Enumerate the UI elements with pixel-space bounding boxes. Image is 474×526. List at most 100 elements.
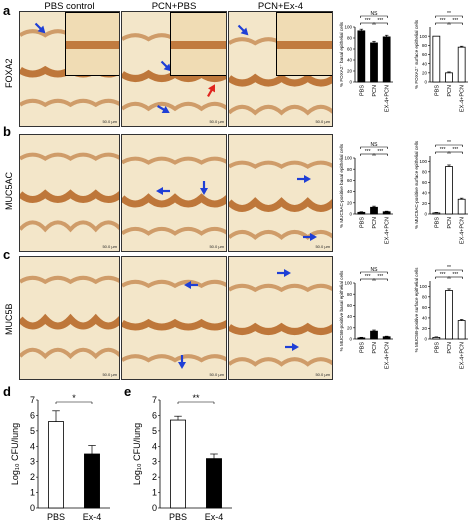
category-label: Ex-4 (83, 512, 102, 522)
bar (457, 46, 466, 83)
blue-arrow-icon (237, 24, 249, 36)
y-tick-label: 6 (30, 410, 35, 420)
y-tick-label: 100 (419, 159, 427, 164)
y-tick-label: 3 (30, 457, 35, 467)
significance-label: *** (365, 149, 371, 155)
y-tick-label: 60 (422, 52, 428, 57)
bar (382, 36, 391, 83)
y-tick-label: 20 (422, 326, 428, 331)
magnified-inset-pcn-pbs (169, 12, 226, 76)
category-label: PCN (372, 85, 378, 97)
significance-label: ** (447, 265, 451, 271)
category-label: PCN (372, 342, 378, 354)
category-label: PBS (359, 217, 365, 228)
panel-label-d: d (3, 384, 11, 399)
y-tick-label: 80 (422, 169, 428, 174)
y-tick-label: 4 (30, 441, 35, 451)
y-tick-label: 40 (347, 189, 353, 194)
y-tick-label: 80 (347, 36, 353, 41)
y-tick-label: 60 (347, 47, 353, 52)
column-title-pbs-control: PBS control (44, 1, 95, 12)
significance-label: *** (365, 18, 371, 24)
bar (357, 337, 366, 340)
significance-label: NS (371, 267, 379, 273)
significance-label: *** (365, 274, 371, 280)
bar (370, 206, 378, 215)
y-tick-label: 3 (152, 457, 157, 467)
y-tick-label: 40 (422, 61, 428, 66)
bar (457, 198, 466, 215)
category-label: PBS (434, 217, 440, 228)
y-tick-label: 60 (347, 303, 353, 308)
column-title-pcn-pbs: PCN+PBS (151, 1, 197, 12)
category-label: PBS (359, 342, 365, 353)
panel-label-a: a (3, 3, 11, 18)
y-tick-label: 20 (347, 69, 353, 74)
y-axis-label: % FOXA2⁺ basal epithelial cells (339, 21, 344, 87)
y-axis-label: Log₁₀ CFU/lung (132, 423, 142, 485)
y-tick-label: 20 (347, 325, 353, 330)
category-label: PCN (372, 217, 378, 229)
significance-label: ** (192, 393, 200, 403)
category-label: Ex-4 (205, 512, 224, 522)
y-tick-label: 80 (347, 167, 353, 172)
scale-bar-label: 50.0 µm (209, 119, 224, 124)
y-tick-label: 0 (349, 212, 352, 217)
y-tick-label: 2 (152, 472, 157, 482)
y-tick-label: 0 (424, 337, 427, 342)
y-tick-label: 100 (419, 284, 427, 289)
y-tick-label: 20 (422, 70, 428, 75)
category-label: PCN (447, 217, 453, 229)
significance-label: *** (440, 272, 446, 278)
significance-label: *** (440, 18, 446, 24)
significance-label: ** (447, 140, 451, 146)
bar (382, 211, 391, 215)
scale-bar-label: 50.0 µm (102, 244, 117, 249)
bar (432, 35, 441, 83)
micrograph-foxa2-pbs-control: 50.0 µm (19, 11, 120, 127)
micrograph-muc5b-pcn-ex4: 50.0 µm (228, 256, 333, 380)
category-label: PBS (359, 85, 365, 96)
category-label: PBS (434, 85, 440, 96)
y-tick-label: 20 (422, 201, 428, 206)
significance-label: * (72, 393, 76, 403)
micrograph-foxa2-pcn-pbs: 50.0 µm (121, 11, 227, 127)
y-axis-label: % MUC5AC-positive surface epithelial cel… (414, 140, 419, 229)
category-label: PBS (434, 342, 440, 353)
blue-arrow-icon (178, 355, 186, 369)
blue-arrow-icon (277, 269, 291, 277)
y-tick-label: 60 (422, 180, 428, 185)
y-tick-label: 60 (422, 305, 428, 310)
y-tick-label: 7 (30, 395, 35, 405)
bar (445, 290, 453, 340)
column-title-pcn-ex4: PCN+Ex-4 (257, 1, 304, 12)
scale-bar-label: 50.0 µm (102, 372, 117, 377)
y-tick-label: 60 (347, 178, 353, 183)
y-tick-label: 100 (344, 25, 352, 30)
significance-label: *** (377, 149, 383, 155)
blue-arrow-icon (200, 181, 208, 195)
y-axis-label: Log₁₀ CFU/lung (10, 423, 20, 485)
y-tick-label: 80 (422, 294, 428, 299)
y-tick-label: 80 (422, 43, 428, 48)
y-tick-label: 0 (349, 80, 352, 85)
y-tick-label: 40 (347, 314, 353, 319)
category-label: EX-4+PCN (385, 85, 391, 112)
magnified-inset-pcn-ex4 (276, 12, 332, 76)
bar (432, 337, 441, 340)
scale-bar-label: 50.0 µm (209, 244, 224, 249)
category-label: EX-4+PCN (460, 217, 466, 244)
y-axis-label: % MUC5AC-positive basal epithelial cells (339, 143, 344, 228)
y-tick-label: 80 (347, 292, 353, 297)
category-label: PBS (169, 512, 187, 522)
y-tick-label: 4 (152, 441, 157, 451)
y-tick-label: 100 (344, 156, 352, 161)
y-tick-label: 100 (344, 281, 352, 286)
scale-bar-label: 50.0 µm (315, 244, 330, 249)
scale-bar-label: 50.0 µm (315, 119, 330, 124)
y-tick-label: 7 (152, 395, 157, 405)
significance-label: *** (377, 274, 383, 280)
category-label: PCN (447, 85, 453, 97)
significance-label: NS (371, 142, 379, 148)
